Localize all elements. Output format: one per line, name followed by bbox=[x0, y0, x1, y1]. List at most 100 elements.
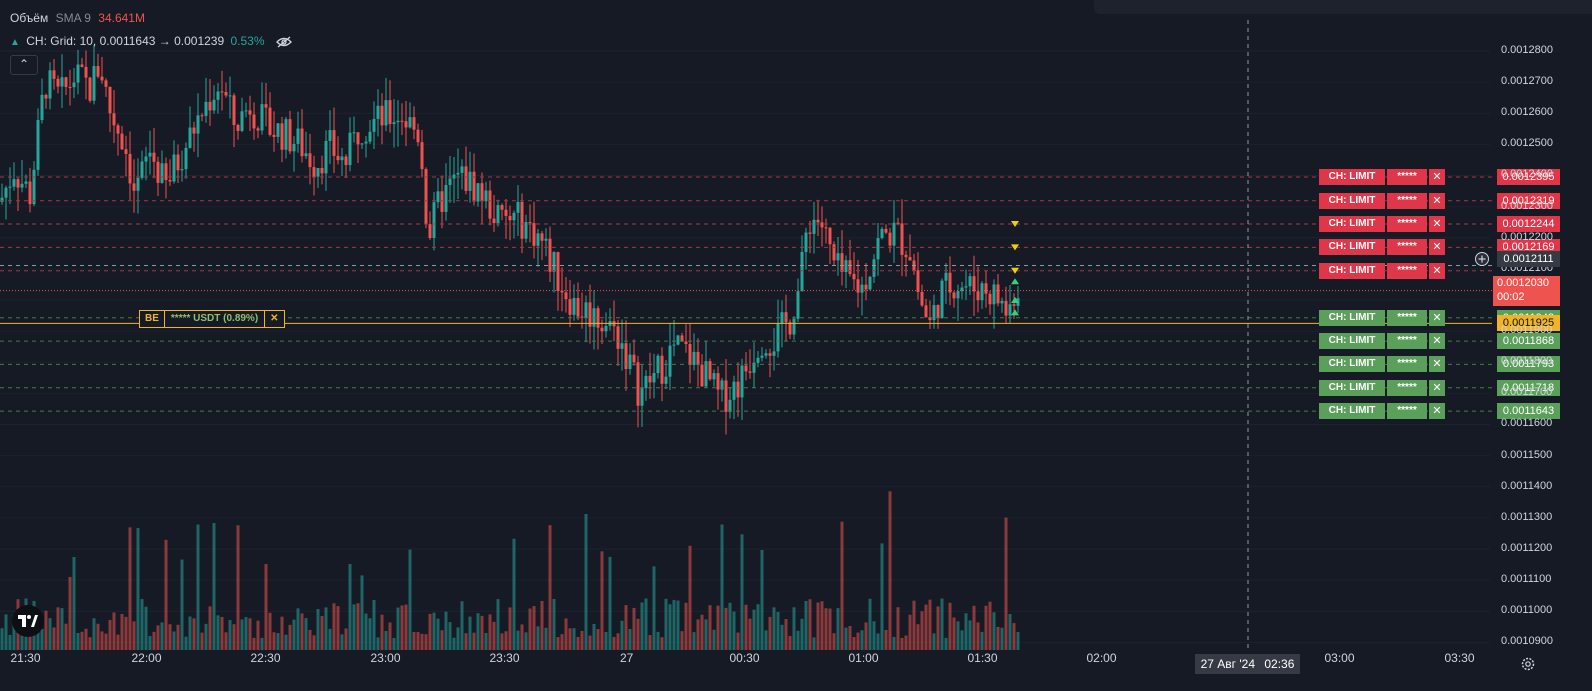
volume-bar bbox=[764, 630, 768, 650]
time-tick-label: 02:00 bbox=[1086, 651, 1117, 665]
candle-body bbox=[832, 244, 836, 261]
candle-body bbox=[668, 345, 672, 377]
candle-body bbox=[216, 91, 220, 100]
candle-body bbox=[588, 302, 592, 327]
price-candles bbox=[0, 45, 1020, 435]
candle-body bbox=[244, 110, 248, 112]
close-x-icon[interactable]: ✕ bbox=[1429, 333, 1445, 350]
sell-order-tag[interactable]: CH: LIMIT ***** ✕ bbox=[1319, 216, 1445, 233]
volume-bar bbox=[128, 527, 132, 650]
candle-body bbox=[352, 132, 356, 134]
candle-body bbox=[1012, 304, 1016, 306]
close-x-icon[interactable]: ✕ bbox=[1429, 403, 1445, 420]
price-tick-label: 0.0011000 bbox=[1501, 604, 1553, 617]
volume-bar bbox=[612, 636, 616, 650]
candle-body bbox=[112, 113, 116, 126]
candle-body bbox=[292, 143, 296, 152]
close-x-icon[interactable]: ✕ bbox=[1429, 192, 1445, 209]
candle-body bbox=[996, 284, 1000, 304]
candle-body bbox=[896, 222, 900, 224]
candle-body bbox=[936, 305, 940, 319]
sell-order-tag[interactable]: CH: LIMIT ***** ✕ bbox=[1319, 192, 1445, 209]
close-x-icon[interactable]: ✕ bbox=[1429, 309, 1445, 326]
candle-body bbox=[388, 100, 392, 124]
volume-bar bbox=[268, 612, 272, 650]
candle-body bbox=[564, 292, 568, 300]
candle-body bbox=[788, 322, 792, 335]
order-qty-mask: ***** bbox=[1387, 216, 1427, 233]
breakeven-price-label: 0.0011925 bbox=[1497, 315, 1560, 332]
close-x-icon[interactable]: ✕ bbox=[1429, 379, 1445, 396]
buy-order-tag[interactable]: CH: LIMIT ***** ✕ bbox=[1319, 333, 1445, 350]
candle-body bbox=[308, 153, 312, 168]
volume-bar bbox=[248, 618, 252, 650]
volume-bar bbox=[216, 615, 220, 650]
volume-bar bbox=[220, 616, 224, 650]
volume-bar bbox=[412, 632, 416, 650]
eye-off-icon[interactable] bbox=[275, 36, 292, 48]
volume-bar bbox=[392, 637, 396, 650]
buy-order-tag[interactable]: CH: LIMIT ***** ✕ bbox=[1319, 403, 1445, 420]
candle-body bbox=[856, 279, 860, 293]
candle-body bbox=[940, 280, 944, 319]
volume-bar bbox=[752, 609, 756, 650]
settings-gear-icon[interactable] bbox=[1520, 656, 1536, 672]
volume-bar bbox=[408, 549, 412, 650]
buy-order-tag[interactable]: CH: LIMIT ***** ✕ bbox=[1319, 309, 1445, 326]
candle-body bbox=[44, 94, 48, 99]
sell-order-tag[interactable]: CH: LIMIT ***** ✕ bbox=[1319, 169, 1445, 186]
time-tick-label: 03:00 bbox=[1324, 651, 1355, 665]
volume-bar bbox=[368, 618, 372, 650]
volume-bar bbox=[448, 622, 452, 650]
be-close-icon[interactable]: ✕ bbox=[270, 313, 279, 324]
drawing-toolbar[interactable] bbox=[1094, 0, 1592, 14]
volume-bar bbox=[916, 624, 920, 650]
tradingview-logo-icon[interactable] bbox=[12, 605, 44, 637]
chevron-up-icon: ⌃ bbox=[18, 57, 30, 71]
volume-bar bbox=[904, 635, 908, 650]
volume-bar bbox=[920, 611, 924, 650]
volume-bar bbox=[76, 632, 80, 650]
close-x-icon[interactable]: ✕ bbox=[1429, 239, 1445, 256]
volume-bar bbox=[52, 627, 56, 650]
sell-order-tag[interactable]: CH: LIMIT ***** ✕ bbox=[1319, 239, 1445, 256]
close-x-icon[interactable]: ✕ bbox=[1429, 262, 1445, 279]
close-x-icon[interactable]: ✕ bbox=[1429, 216, 1445, 233]
candle-body bbox=[700, 364, 704, 387]
candle-body bbox=[316, 168, 320, 177]
collapse-legend-button[interactable]: ⌃ bbox=[10, 55, 38, 75]
breakeven-badge[interactable]: BE ***** USDT (0.89%) ✕ bbox=[139, 310, 285, 328]
volume-bar bbox=[864, 622, 868, 650]
candle-body bbox=[784, 312, 788, 323]
close-x-icon[interactable]: ✕ bbox=[1429, 169, 1445, 186]
candle-body bbox=[484, 190, 488, 202]
volume-bar bbox=[112, 612, 116, 650]
volume-bar bbox=[92, 618, 96, 650]
buy-order-tag[interactable]: CH: LIMIT ***** ✕ bbox=[1319, 356, 1445, 373]
volume-bar bbox=[660, 637, 664, 650]
candle-body bbox=[632, 354, 636, 363]
volume-bar bbox=[980, 631, 984, 650]
volume-bar bbox=[312, 635, 316, 650]
candle-body bbox=[584, 302, 588, 318]
volume-bar bbox=[576, 636, 580, 650]
candle-body bbox=[500, 205, 504, 210]
candle-body bbox=[520, 201, 524, 239]
candle-body bbox=[552, 252, 556, 272]
volume-bar bbox=[604, 632, 608, 650]
candle-body bbox=[224, 92, 228, 96]
sell-order-tag[interactable]: CH: LIMIT ***** ✕ bbox=[1319, 262, 1445, 279]
candle-body bbox=[396, 120, 400, 123]
volume-bar bbox=[900, 637, 904, 650]
volume-bar bbox=[868, 598, 872, 650]
volume-bar bbox=[740, 534, 744, 650]
volume-bar bbox=[200, 632, 204, 650]
close-x-icon[interactable]: ✕ bbox=[1429, 356, 1445, 373]
candle-body bbox=[440, 191, 444, 212]
volume-bars bbox=[0, 491, 1020, 650]
volume-bar bbox=[956, 621, 960, 650]
volume-bar bbox=[476, 613, 480, 650]
plus-circle-icon[interactable] bbox=[1474, 251, 1490, 267]
buy-order-tag[interactable]: CH: LIMIT ***** ✕ bbox=[1319, 379, 1445, 396]
candle-body bbox=[712, 373, 716, 380]
